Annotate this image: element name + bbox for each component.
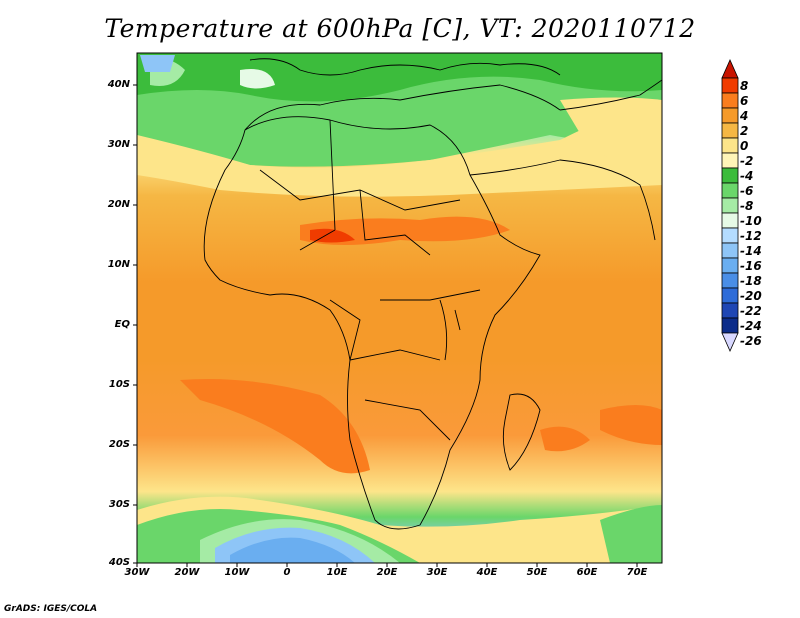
colorbar-label: -24	[740, 319, 762, 333]
lat-label: 40S	[108, 557, 130, 568]
colorbar-segment	[721, 257, 739, 274]
colorbar-segment	[721, 167, 739, 184]
lon-label: 20W	[174, 567, 200, 578]
colorbar-label: -26	[740, 334, 762, 348]
lon-label: 50E	[526, 567, 548, 578]
colorbar-label: -12	[740, 229, 762, 243]
lat-label: 10S	[108, 379, 130, 390]
lon-label: 60E	[576, 567, 598, 578]
colorbar-segment	[721, 122, 739, 139]
colorbar-segment	[721, 212, 739, 229]
colorbar-bottom-arrow	[721, 332, 739, 352]
colorbar-segment	[721, 197, 739, 214]
lon-label: 70E	[626, 567, 648, 578]
lon-label: 30W	[124, 567, 150, 578]
chart-title: Temperature at 600hPa [C], VT: 202011071…	[104, 14, 696, 43]
colorbar-label: -6	[740, 184, 754, 198]
lat-label: 30N	[107, 139, 130, 150]
temperature-field	[137, 53, 662, 563]
colorbar-label: 4	[740, 109, 749, 123]
lat-label: 20N	[107, 199, 130, 210]
colorbar-segment	[721, 317, 739, 334]
colorbar-segment	[721, 302, 739, 319]
colorbar-segment	[721, 182, 739, 199]
lon-label: 0	[283, 567, 291, 578]
colorbar-segment	[721, 242, 739, 259]
colorbar-label: -10	[740, 214, 762, 228]
footer-credit: GrADS: IGES/COLA	[4, 604, 98, 614]
colorbar-segment	[721, 272, 739, 289]
colorbar-segment	[721, 152, 739, 169]
lat-label: 40N	[107, 79, 130, 90]
map-frame	[136, 52, 663, 564]
lat-label: 20S	[108, 439, 130, 450]
lon-label: 10E	[326, 567, 348, 578]
lat-label: 10N	[107, 259, 130, 270]
colorbar-top-arrow	[721, 59, 739, 79]
colorbar-label: -20	[740, 289, 762, 303]
colorbar-label: -14	[740, 244, 762, 258]
lat-label: 30S	[108, 499, 130, 510]
colorbar-segment	[721, 107, 739, 124]
colorbar-segment	[721, 77, 739, 94]
lon-label: 10W	[224, 567, 250, 578]
colorbar-label: 8	[740, 79, 749, 93]
colorbar-label: -4	[740, 169, 754, 183]
lon-label: 30E	[426, 567, 448, 578]
colorbar-segment	[721, 287, 739, 304]
colorbar-label: -2	[740, 154, 754, 168]
colorbar-label: -8	[740, 199, 754, 213]
colorbar-label: 2	[740, 124, 749, 138]
lat-label: EQ	[114, 319, 130, 330]
axis-ticks	[133, 84, 638, 567]
colorbar-label: -18	[740, 274, 762, 288]
colorbar-label: 0	[740, 139, 749, 153]
colorbar-segment	[721, 92, 739, 109]
colorbar-label: 6	[740, 94, 749, 108]
colorbar	[721, 59, 739, 352]
colorbar-segment	[721, 137, 739, 154]
lon-label: 40E	[476, 567, 498, 578]
colorbar-segment	[721, 227, 739, 244]
lon-label: 20E	[376, 567, 398, 578]
colorbar-label: -16	[740, 259, 762, 273]
coastlines	[203, 58, 662, 530]
colorbar-label: -22	[740, 304, 762, 318]
